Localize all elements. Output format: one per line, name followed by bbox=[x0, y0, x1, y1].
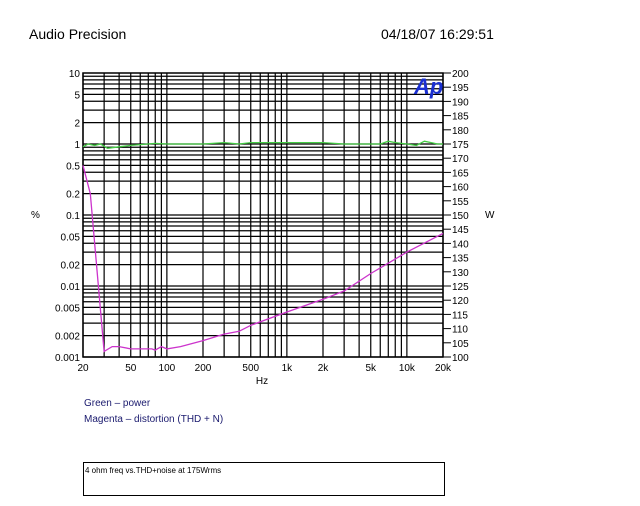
x-tick-label: 5k bbox=[365, 363, 377, 374]
x-tick-label: 20 bbox=[77, 363, 89, 374]
y2-tick-label: 155 bbox=[452, 197, 469, 208]
y2-tick-label: 145 bbox=[452, 225, 469, 236]
y2-tick-label: 160 bbox=[452, 183, 469, 194]
y-tick-label: 0.001 bbox=[55, 353, 80, 364]
y2-tick-label: 125 bbox=[452, 282, 469, 293]
x-tick-label: 500 bbox=[242, 363, 259, 374]
legend-green: Green – power bbox=[84, 398, 151, 409]
y2-tick-label: 135 bbox=[452, 254, 469, 265]
y-tick-label: 0.005 bbox=[55, 303, 80, 314]
y-tick-label: 1 bbox=[74, 140, 80, 151]
x-axis-label: Hz bbox=[256, 376, 268, 387]
y2-tick-label: 190 bbox=[452, 97, 469, 108]
ap-logo: Ap bbox=[413, 74, 443, 99]
y2-tick-label: 165 bbox=[452, 168, 469, 179]
y2-tick-label: 105 bbox=[452, 339, 469, 350]
series-line-1 bbox=[82, 165, 444, 353]
series-line-0 bbox=[82, 140, 443, 149]
x-tick-label: 100 bbox=[159, 363, 176, 374]
timestamp: 04/18/07 16:29:51 bbox=[381, 26, 494, 42]
y-tick-label: 10 bbox=[69, 69, 81, 80]
x-tick-label: 1k bbox=[282, 363, 294, 374]
y2-tick-label: 195 bbox=[452, 83, 469, 94]
notes-text: 4 ohm freq vs.THD+noise at 175Wrms bbox=[85, 466, 222, 475]
y2-tick-label: 110 bbox=[452, 325, 468, 336]
y2-tick-label: 140 bbox=[452, 239, 469, 250]
x-tick-label: 20k bbox=[435, 363, 452, 374]
notes-box: 4 ohm freq vs.THD+noise at 175Wrms bbox=[83, 462, 445, 496]
y-tick-label: 0.1 bbox=[66, 211, 80, 222]
y2-tick-label: 185 bbox=[452, 112, 469, 123]
y-tick-label: 0.5 bbox=[66, 161, 80, 172]
x-tick-label: 50 bbox=[125, 363, 137, 374]
y-tick-label: 0.05 bbox=[61, 232, 81, 243]
y-tick-label: 0.02 bbox=[61, 261, 81, 272]
y-tick-label: 0.01 bbox=[61, 282, 81, 293]
y-tick-label: 2 bbox=[74, 119, 80, 130]
x-tick-label: 2k bbox=[318, 363, 330, 374]
y2-tick-label: 180 bbox=[452, 126, 469, 137]
y-axis-label: % bbox=[31, 210, 40, 221]
y2-tick-label: 115 bbox=[452, 310, 468, 321]
y2-tick-label: 120 bbox=[452, 296, 469, 307]
y2-tick-label: 200 bbox=[452, 69, 469, 80]
y2-tick-label: 100 bbox=[452, 353, 469, 364]
y2-tick-label: 130 bbox=[452, 268, 469, 279]
y2-tick-label: 170 bbox=[452, 154, 469, 165]
app-title: Audio Precision bbox=[29, 26, 127, 42]
y2-tick-label: 150 bbox=[452, 211, 469, 222]
y-tick-label: 0.2 bbox=[66, 190, 80, 201]
y2-tick-label: 175 bbox=[452, 140, 469, 151]
y2-axis-label: W bbox=[485, 210, 495, 221]
x-tick-label: 200 bbox=[195, 363, 212, 374]
y-tick-label: 5 bbox=[74, 90, 80, 101]
y-tick-label: 0.002 bbox=[55, 332, 80, 343]
x-tick-label: 10k bbox=[399, 363, 416, 374]
legend-magenta: Magenta – distortion (THD + N) bbox=[84, 414, 224, 425]
